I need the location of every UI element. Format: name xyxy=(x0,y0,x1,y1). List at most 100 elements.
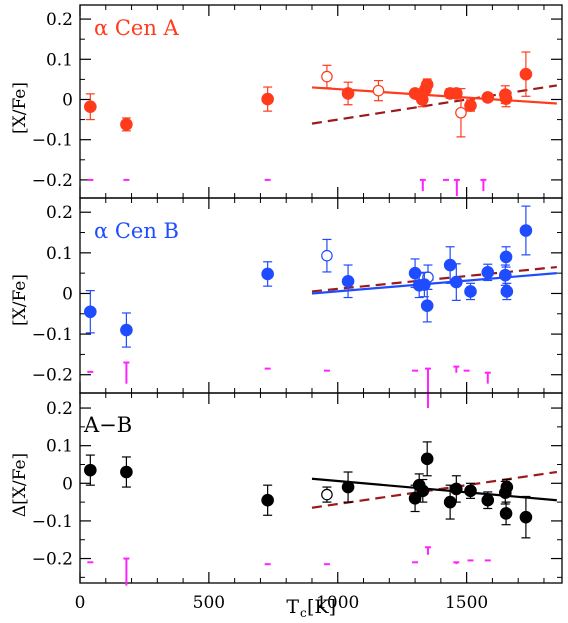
data-marker xyxy=(261,493,274,507)
data-marker xyxy=(120,323,133,337)
fit-trend-line xyxy=(311,272,557,295)
filled-data-point xyxy=(416,478,430,503)
y-tick-label: −0.2 xyxy=(32,171,73,191)
y-tick-label: 0 xyxy=(62,284,73,304)
filled-data-point xyxy=(84,93,97,121)
x-axis-label: T c [K] xyxy=(286,596,336,620)
y-tick-label: 0.2 xyxy=(46,203,73,223)
data-marker xyxy=(261,92,274,106)
filled-data-point xyxy=(261,261,274,287)
y-tick-label: 0 xyxy=(62,90,73,110)
data-marker xyxy=(464,484,477,498)
x-axis-label-unit: [K] xyxy=(307,596,336,618)
y-tick-label: −0.1 xyxy=(32,512,73,532)
y-tick-label: 0.2 xyxy=(46,399,73,419)
reference-trend-line xyxy=(311,265,557,293)
data-marker xyxy=(341,87,355,100)
data-marker xyxy=(84,463,97,477)
y-tick-label: −0.1 xyxy=(32,325,73,345)
data-marker xyxy=(418,278,431,291)
data-marker xyxy=(464,285,477,298)
y-tick-label: 0.1 xyxy=(46,50,73,70)
filled-data-point xyxy=(464,99,477,112)
filled-data-point xyxy=(500,478,514,496)
open-data-point xyxy=(321,64,333,89)
data-marker xyxy=(321,70,333,83)
data-marker xyxy=(499,92,513,105)
data-marker xyxy=(321,488,333,501)
panel-title: A−B xyxy=(83,413,132,437)
open-data-point xyxy=(321,238,333,273)
data-marker xyxy=(372,84,385,97)
filled-data-point xyxy=(120,456,133,488)
data-marker xyxy=(443,258,457,272)
filled-data-point xyxy=(261,484,274,516)
filled-data-point xyxy=(519,205,533,256)
y-axis-label: Δ[X/Fe] xyxy=(10,453,30,517)
data-marker xyxy=(420,78,434,91)
y-tick-label: −0.1 xyxy=(32,131,73,151)
data-marker xyxy=(481,266,495,279)
filled-data-point xyxy=(464,482,477,499)
data-marker xyxy=(416,484,430,498)
filled-data-point xyxy=(420,441,434,477)
data-marker xyxy=(499,250,513,264)
open-data-point xyxy=(321,486,333,503)
magenta-bar xyxy=(484,371,491,384)
data-marker xyxy=(519,67,533,81)
magenta-bar xyxy=(480,178,487,192)
data-marker xyxy=(499,507,513,520)
filled-data-point xyxy=(481,263,495,282)
filled-data-point xyxy=(420,78,434,91)
y-tick-label: 0.2 xyxy=(46,10,73,30)
filled-data-point xyxy=(519,51,533,97)
panel-title: α Cen A xyxy=(94,16,180,40)
magenta-bar xyxy=(424,546,431,555)
data-marker xyxy=(519,510,533,524)
panel-alpha-cen-a: 0.2 0.1 0 −0.1 −0.2 xyxy=(32,4,563,199)
x-axis-label-sub: c xyxy=(300,606,307,620)
data-marker xyxy=(120,465,133,479)
data-marker xyxy=(455,106,467,119)
filled-data-point xyxy=(450,87,463,100)
x-tick-label: 500 xyxy=(193,593,225,613)
data-marker xyxy=(450,275,463,289)
reference-trend-line xyxy=(311,84,558,125)
data-marker xyxy=(500,285,514,298)
filled-data-point xyxy=(450,475,463,503)
filled-data-point xyxy=(519,495,533,539)
magenta-bar xyxy=(424,367,431,409)
data-marker xyxy=(341,274,355,288)
y-tick-label: −0.2 xyxy=(32,550,73,570)
y-tick-label: 0.1 xyxy=(46,244,73,264)
magenta-bar xyxy=(123,557,130,586)
magenta-bar xyxy=(453,561,460,565)
filled-data-point xyxy=(341,264,355,299)
data-marker xyxy=(120,118,133,131)
data-marker xyxy=(261,267,274,281)
data-marker xyxy=(341,480,355,494)
filled-data-point xyxy=(499,246,513,268)
data-marker xyxy=(84,100,97,114)
filled-data-point xyxy=(499,90,513,108)
filled-data-point xyxy=(464,282,477,301)
data-marker xyxy=(498,268,512,282)
data-marker xyxy=(481,91,495,104)
y-axis-label: [X/Fe] xyxy=(10,274,30,326)
filled-data-point xyxy=(450,263,463,301)
filled-data-point xyxy=(443,484,457,520)
x-tick-label: 1000 xyxy=(316,593,359,613)
magenta-bar xyxy=(453,178,460,196)
panel-title: α Cen B xyxy=(94,219,179,243)
y-tick-label: −0.2 xyxy=(32,366,73,386)
data-marker xyxy=(519,224,533,237)
plot-frame xyxy=(79,392,563,584)
magenta-bar xyxy=(419,178,426,192)
filled-data-point xyxy=(498,264,512,286)
filled-data-point xyxy=(84,290,97,334)
fit-trend-line xyxy=(311,477,557,502)
data-marker xyxy=(420,452,434,466)
x-axis-label-main: T xyxy=(286,596,299,618)
data-marker xyxy=(481,493,495,507)
